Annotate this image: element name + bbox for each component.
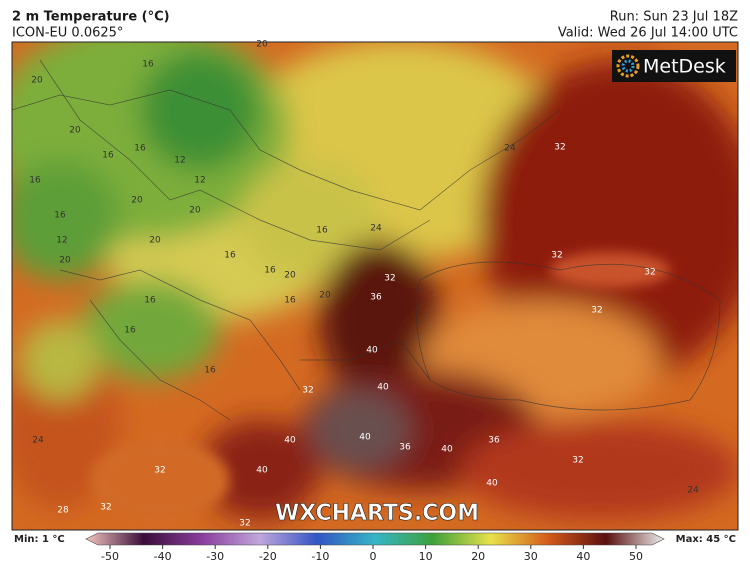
contour-label: 20	[319, 291, 331, 301]
contour-label: 24	[32, 436, 44, 446]
contour-label: 32	[554, 143, 565, 153]
contour-label: 36	[488, 436, 500, 446]
map	[12, 42, 738, 530]
contour-label: 12	[174, 156, 185, 166]
logo: MetDesk	[643, 56, 726, 78]
valid: Valid: Wed 26 Jul 14:00 UTC	[558, 26, 738, 41]
contour-label: 32	[154, 466, 165, 476]
max-label: Max: 45 °C	[676, 534, 736, 545]
colorbar-tick-label: 40	[576, 550, 590, 563]
contour-label: 40	[366, 346, 378, 356]
model: ICON-EU 0.0625°	[12, 26, 123, 41]
contour-label: 32	[302, 386, 313, 396]
contour-label: 20	[189, 206, 201, 216]
contour-label: 36	[399, 443, 411, 453]
contour-label: 20	[31, 76, 43, 86]
contour-label: 20	[149, 236, 161, 246]
colorbar-tick-label: -40	[154, 550, 172, 563]
contour-label: 16	[54, 211, 66, 221]
colorbar-tick-label: -20	[259, 550, 277, 563]
contour-label: 16	[264, 266, 276, 276]
contour-label: 16	[204, 366, 216, 376]
contour-label: 40	[377, 383, 389, 393]
contour-label: 32	[100, 503, 111, 513]
contour-label: 24	[504, 144, 516, 154]
title: 2 m Temperature (°C)	[12, 10, 170, 25]
contour-label: 20	[59, 256, 71, 266]
contour-label: 24	[370, 224, 382, 234]
contour-label: 16	[124, 326, 136, 336]
contour-label: 32	[551, 251, 562, 261]
contour-label: 20	[69, 126, 81, 136]
logo-icon	[616, 54, 640, 78]
colorbar-tick-label: 50	[629, 550, 643, 563]
contour-label: 32	[384, 274, 395, 284]
contour-label: 16	[284, 296, 296, 306]
contour-label: 16	[224, 251, 236, 261]
colorbar-tick-label: -10	[311, 550, 329, 563]
colorbar-tick-label: 30	[524, 550, 538, 563]
contour-label: 16	[142, 60, 154, 70]
contour-labels: 16 20 20 20 16 16 12 12 16 16 12 20 20 20 20 16 16 20 16 16…	[29, 40, 699, 529]
contour-label: 20	[256, 40, 268, 50]
colorbar-tick-label: -30	[206, 550, 224, 563]
contour-label: 16	[29, 176, 41, 186]
contour-label: 16	[316, 226, 328, 236]
colorbar-tick-label: 10	[419, 550, 433, 563]
contour-label: 12	[194, 176, 205, 186]
colorbar	[85, 532, 665, 546]
contour-label: 16	[102, 151, 114, 161]
contour-label: 16	[134, 144, 146, 154]
contour-label: 32	[572, 456, 583, 466]
watermark: WXCHARTS.COM	[275, 501, 479, 526]
contour-label: 40	[256, 466, 268, 476]
run: Run: Sun 23 Jul 18Z	[610, 10, 738, 25]
contour-label: 32	[644, 268, 655, 278]
colorbar-ticks: -50 -40 -30 -20 -10 0 10 20 30 40 50	[101, 545, 643, 563]
contour-label: 24	[687, 486, 699, 496]
contour-label: 40	[441, 445, 453, 455]
contour-label: 40	[359, 433, 371, 443]
contour-label: 28	[57, 506, 69, 516]
contour-label: 32	[239, 519, 250, 529]
contour-label: 16	[144, 296, 156, 306]
contour-label: 40	[486, 479, 498, 489]
contour-label: 32	[591, 306, 602, 316]
colorbar-tick-label: 0	[370, 550, 377, 563]
min-label: Min: 1 °C	[14, 534, 65, 545]
contour-label: 20	[131, 196, 143, 206]
contour-label: 20	[284, 271, 296, 281]
contour-label: 40	[284, 436, 296, 446]
colorbar-tick-label: -50	[101, 550, 119, 563]
contour-label: 36	[370, 293, 382, 303]
contour-label: 12	[56, 236, 67, 246]
colorbar-tick-label: 20	[471, 550, 485, 563]
